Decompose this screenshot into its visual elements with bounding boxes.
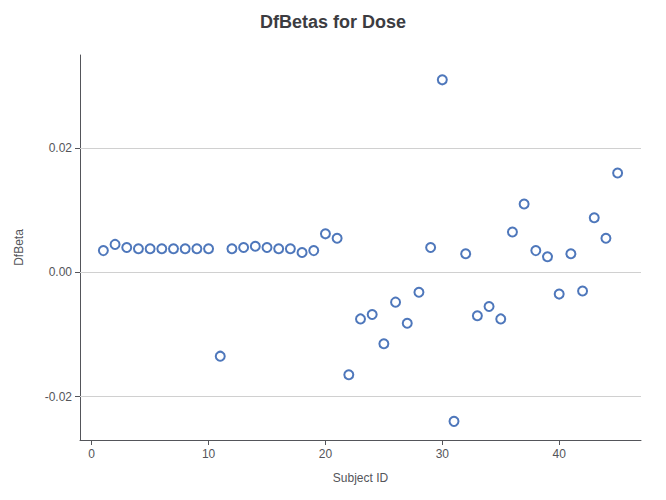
svg-text:0: 0	[88, 447, 95, 461]
svg-text:DfBetas for Dose: DfBetas for Dose	[260, 12, 406, 32]
svg-text:30: 30	[436, 447, 450, 461]
svg-text:40: 40	[553, 447, 567, 461]
svg-text:20: 20	[319, 447, 333, 461]
svg-text:0.00: 0.00	[49, 265, 73, 279]
svg-text:DfBeta: DfBeta	[12, 229, 26, 266]
svg-text:-0.02: -0.02	[45, 390, 73, 404]
svg-text:Subject ID: Subject ID	[333, 471, 389, 485]
svg-text:0.02: 0.02	[49, 141, 73, 155]
svg-text:10: 10	[202, 447, 216, 461]
